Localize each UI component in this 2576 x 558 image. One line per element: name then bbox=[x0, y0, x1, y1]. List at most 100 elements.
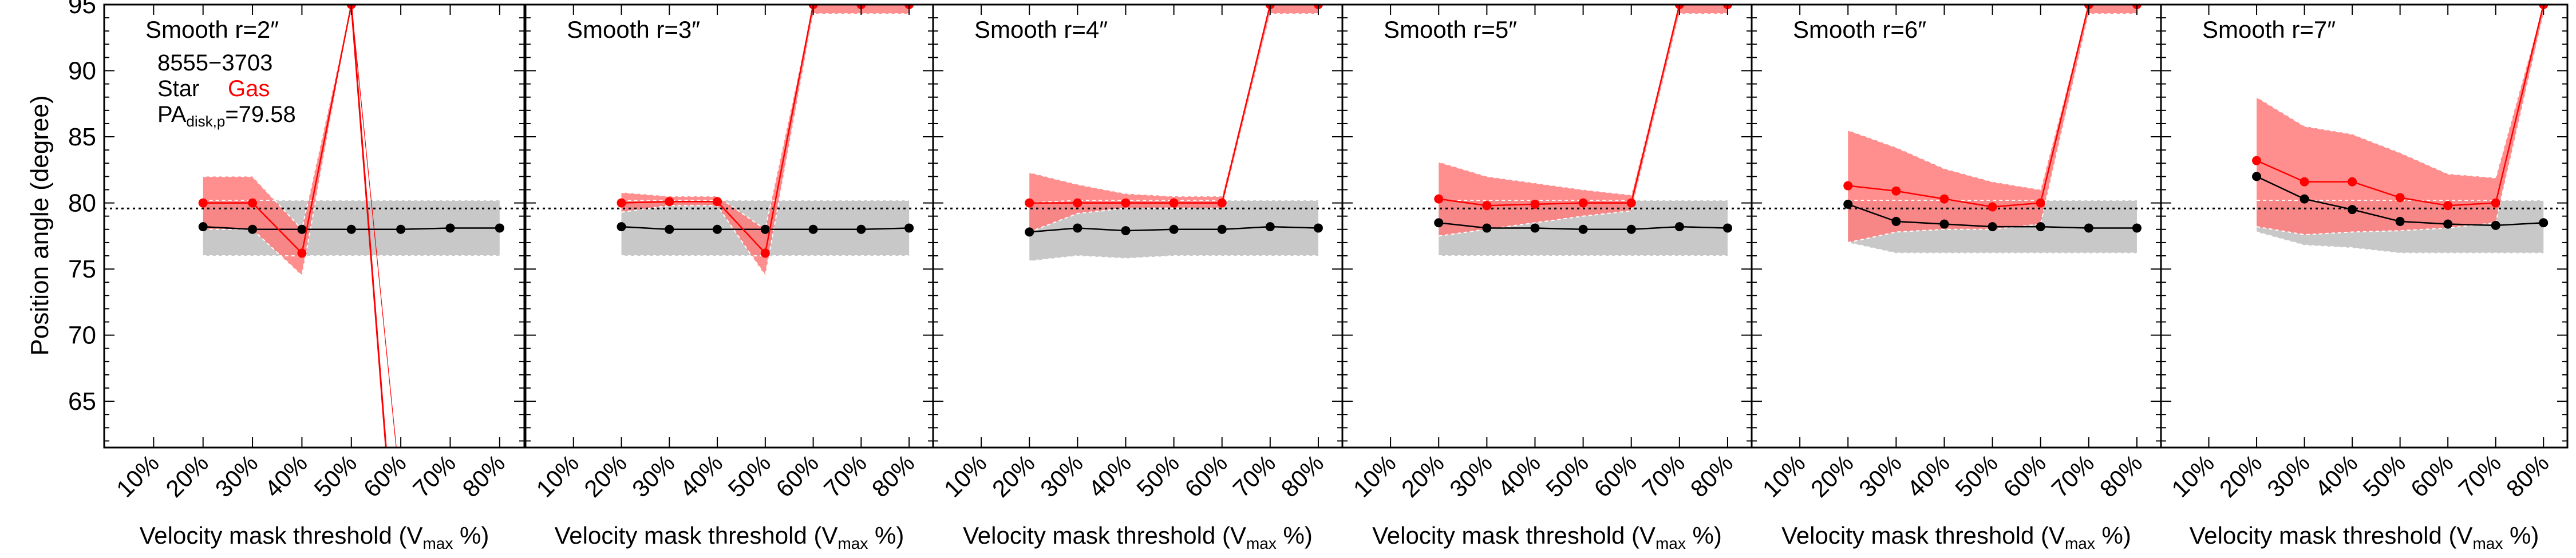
x-axis-label: Velocity mask threshold (Vmax %) bbox=[140, 522, 489, 552]
legend-gas-label: Gas bbox=[228, 76, 270, 101]
star-data-point bbox=[760, 224, 770, 234]
star-data-point bbox=[445, 223, 455, 233]
x-axis-labels: Velocity mask threshold (Vmax %) Velocity… bbox=[140, 522, 2539, 552]
panel-title: Smooth r=7″ bbox=[2202, 16, 2336, 43]
panel-1-plot-area bbox=[104, 5, 524, 448]
panel-title: Smooth r=3″ bbox=[567, 16, 700, 43]
gas-data-point bbox=[760, 248, 770, 258]
gas-series-line bbox=[203, 5, 352, 255]
y-tick-label: 75 bbox=[68, 255, 96, 283]
star-data-point bbox=[2395, 216, 2405, 226]
star-data-point bbox=[1025, 227, 1034, 237]
panel-title: Smooth r=6″ bbox=[1793, 16, 1926, 43]
gas-band-edge bbox=[1438, 5, 1728, 196]
gas-uncertainty-band bbox=[1848, 5, 2137, 243]
gas-data-point bbox=[1073, 198, 1082, 208]
star-data-point bbox=[2539, 218, 2549, 228]
star-data-point bbox=[2491, 220, 2500, 230]
gas-data-point bbox=[1121, 198, 1131, 208]
x-axis-label: Velocity mask threshold (Vmax %) bbox=[1372, 522, 1722, 552]
y-axis-label: Position angle (degree) bbox=[26, 96, 54, 356]
gas-data-point bbox=[1988, 202, 1997, 212]
gas-data-point bbox=[1217, 198, 1227, 208]
panel-6-plot-area bbox=[2161, 5, 2567, 254]
gas-data-point bbox=[2348, 177, 2357, 187]
gas-data-point bbox=[198, 198, 208, 208]
gas-data-point bbox=[1482, 201, 1492, 211]
star-data-point bbox=[198, 222, 208, 232]
gas-data-point bbox=[1939, 194, 1949, 204]
gas-data-point bbox=[1434, 194, 1444, 204]
star-data-point bbox=[808, 224, 818, 234]
star-data-point bbox=[1988, 222, 1997, 232]
x-axis-label: Velocity mask threshold (Vmax %) bbox=[1781, 522, 2131, 552]
gas-data-point bbox=[2300, 177, 2309, 187]
panel-frame bbox=[103, 3, 526, 449]
gas-data-point bbox=[1891, 186, 1901, 196]
panel-title: Smooth r=4″ bbox=[974, 16, 1108, 43]
panel-1-annotation: 8555−3703 Star Gas PAdisk,p=79.58 bbox=[157, 50, 296, 130]
star-data-point bbox=[2084, 223, 2093, 233]
star-data-point bbox=[617, 222, 626, 232]
star-data-point bbox=[1482, 223, 1492, 233]
gas-uncertainty-band bbox=[203, 5, 351, 276]
star-band-edge bbox=[1848, 242, 2137, 254]
legend-star-label: Star bbox=[157, 76, 199, 101]
star-data-point bbox=[1265, 222, 1275, 232]
gas-uncertainty-band bbox=[2257, 5, 2544, 235]
star-data-point bbox=[1313, 223, 1323, 233]
gas-data-point bbox=[2395, 193, 2405, 203]
star-band-edge bbox=[1029, 255, 1318, 262]
gas-band-edge bbox=[1029, 5, 1318, 197]
gas-data-point bbox=[1025, 198, 1034, 208]
star-data-point bbox=[248, 224, 258, 234]
gas-band-edge bbox=[1847, 5, 2137, 191]
gas-data-point bbox=[1169, 198, 1179, 208]
panel-title: Smooth r=2″ bbox=[145, 16, 279, 43]
x-axis-label: Velocity mask threshold (Vmax %) bbox=[2190, 522, 2539, 552]
y-tick-label: 80 bbox=[68, 189, 96, 217]
star-data-point bbox=[1434, 218, 1444, 228]
gas-data-point bbox=[248, 198, 258, 208]
star-data-point bbox=[1674, 222, 1684, 232]
star-data-point bbox=[1073, 223, 1082, 233]
panel-title: Smooth r=5″ bbox=[1384, 16, 1517, 43]
gas-data-point bbox=[1626, 198, 1636, 208]
star-band-edge bbox=[1029, 199, 1318, 204]
y-tick-label: 70 bbox=[68, 322, 96, 350]
star-data-point bbox=[1530, 223, 1540, 233]
gas-uncertainty-band bbox=[1029, 5, 1318, 232]
y-tick-label: 90 bbox=[68, 57, 96, 85]
star-data-point bbox=[2036, 222, 2045, 232]
gas-band-edge bbox=[203, 5, 352, 277]
panel-4-plot-area bbox=[1342, 5, 1752, 256]
gas-data-point bbox=[1530, 199, 1540, 209]
y-tick-label: 85 bbox=[68, 123, 96, 151]
star-data-point bbox=[2132, 223, 2142, 233]
star-data-point bbox=[2348, 205, 2357, 215]
gas-outlier-line-thin bbox=[351, 5, 397, 448]
gas-data-point bbox=[2252, 156, 2262, 165]
y-tick-label: 65 bbox=[68, 387, 96, 415]
x-axis-label: Velocity mask threshold (Vmax %) bbox=[963, 522, 1313, 552]
star-data-point bbox=[495, 223, 504, 233]
panel-2-plot-area bbox=[526, 5, 933, 278]
gas-data-point bbox=[297, 248, 307, 258]
x-axis-label: Velocity mask threshold (Vmax %) bbox=[555, 522, 904, 552]
gas-data-point bbox=[2443, 201, 2453, 211]
star-data-point bbox=[1626, 224, 1636, 234]
star-data-point bbox=[856, 224, 866, 234]
gas-data-point bbox=[665, 197, 674, 207]
star-data-point bbox=[2443, 219, 2453, 229]
star-data-point bbox=[1217, 224, 1227, 234]
star-data-point bbox=[1121, 226, 1131, 236]
pa-disk-label: PAdisk,p=79.58 bbox=[157, 102, 296, 130]
gas-data-point bbox=[1843, 181, 1853, 191]
gas-data-point bbox=[1578, 198, 1588, 208]
star-data-point bbox=[1578, 224, 1588, 234]
panel-3-plot-area bbox=[933, 5, 1342, 262]
star-data-point bbox=[904, 223, 914, 233]
panel-5-plot-area bbox=[1752, 5, 2161, 254]
star-data-point bbox=[713, 224, 722, 234]
